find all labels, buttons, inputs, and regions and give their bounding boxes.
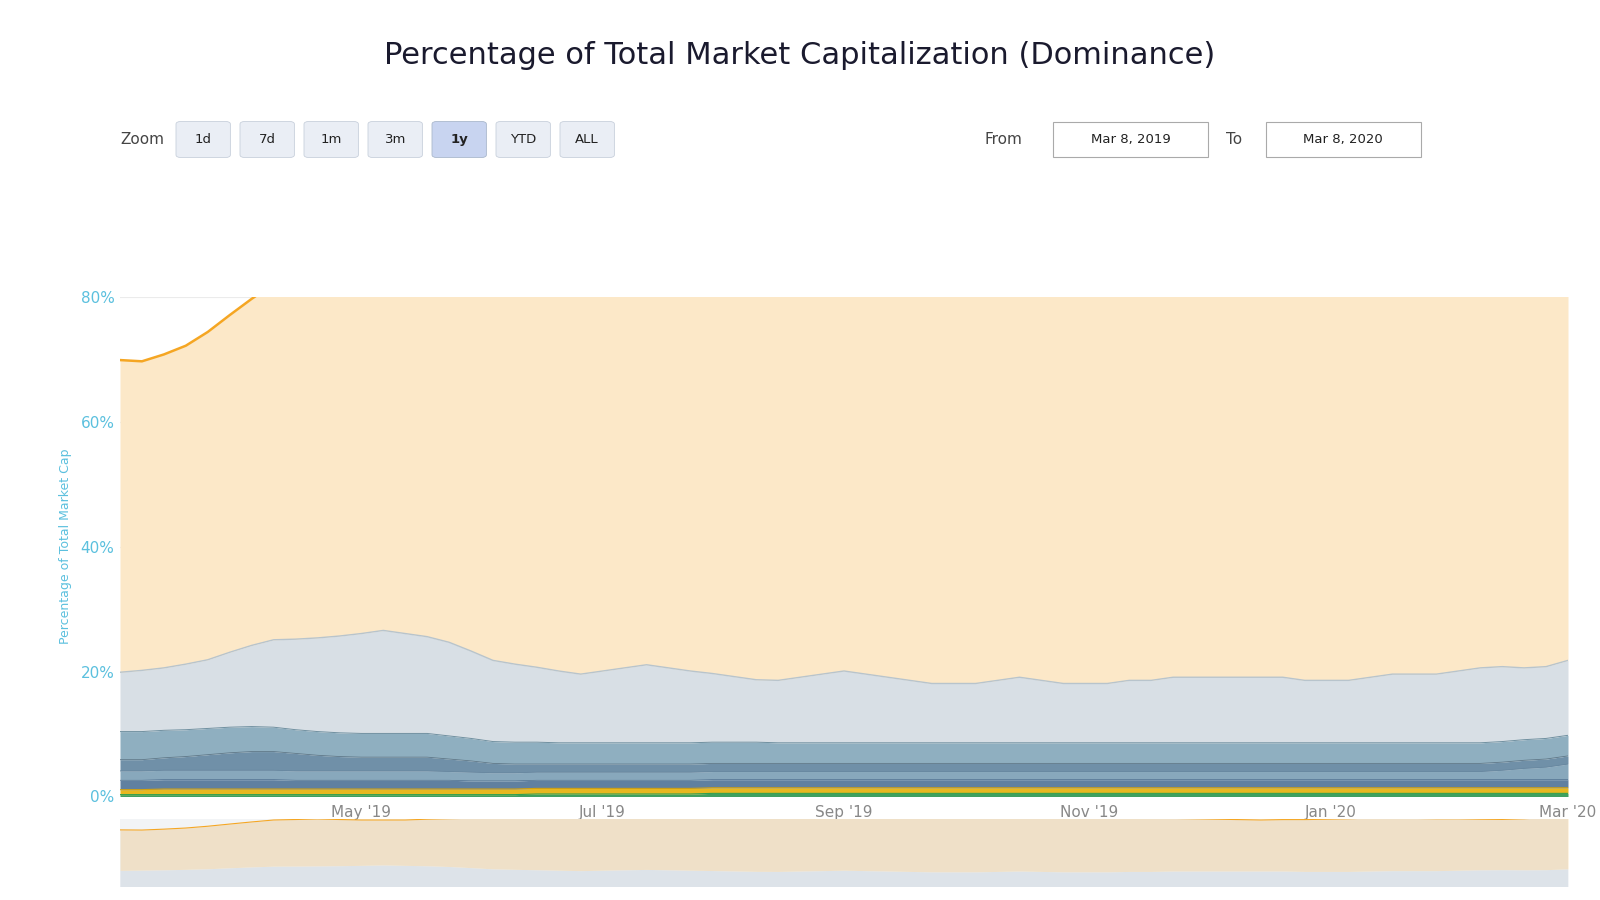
Text: 1y: 1y [450,133,469,146]
Text: 1d: 1d [195,133,211,146]
Text: Zoom: Zoom [120,132,165,147]
Text: ALL: ALL [576,133,598,146]
Text: To: To [1226,132,1242,147]
Text: YTD: YTD [510,133,536,146]
Text: Mar 8, 2019: Mar 8, 2019 [1091,133,1170,146]
Text: 7d: 7d [259,133,275,146]
Bar [120,819,1568,886]
Text: 1m: 1m [320,133,342,146]
Y-axis label: Percentage of Total Market Cap: Percentage of Total Market Cap [59,449,72,644]
Text: Mar 8, 2020: Mar 8, 2020 [1304,133,1382,146]
Text: Percentage of Total Market Capitalization (Dominance): Percentage of Total Market Capitalizatio… [384,40,1216,69]
Text: From: From [984,132,1022,147]
Text: 3m: 3m [384,133,406,146]
